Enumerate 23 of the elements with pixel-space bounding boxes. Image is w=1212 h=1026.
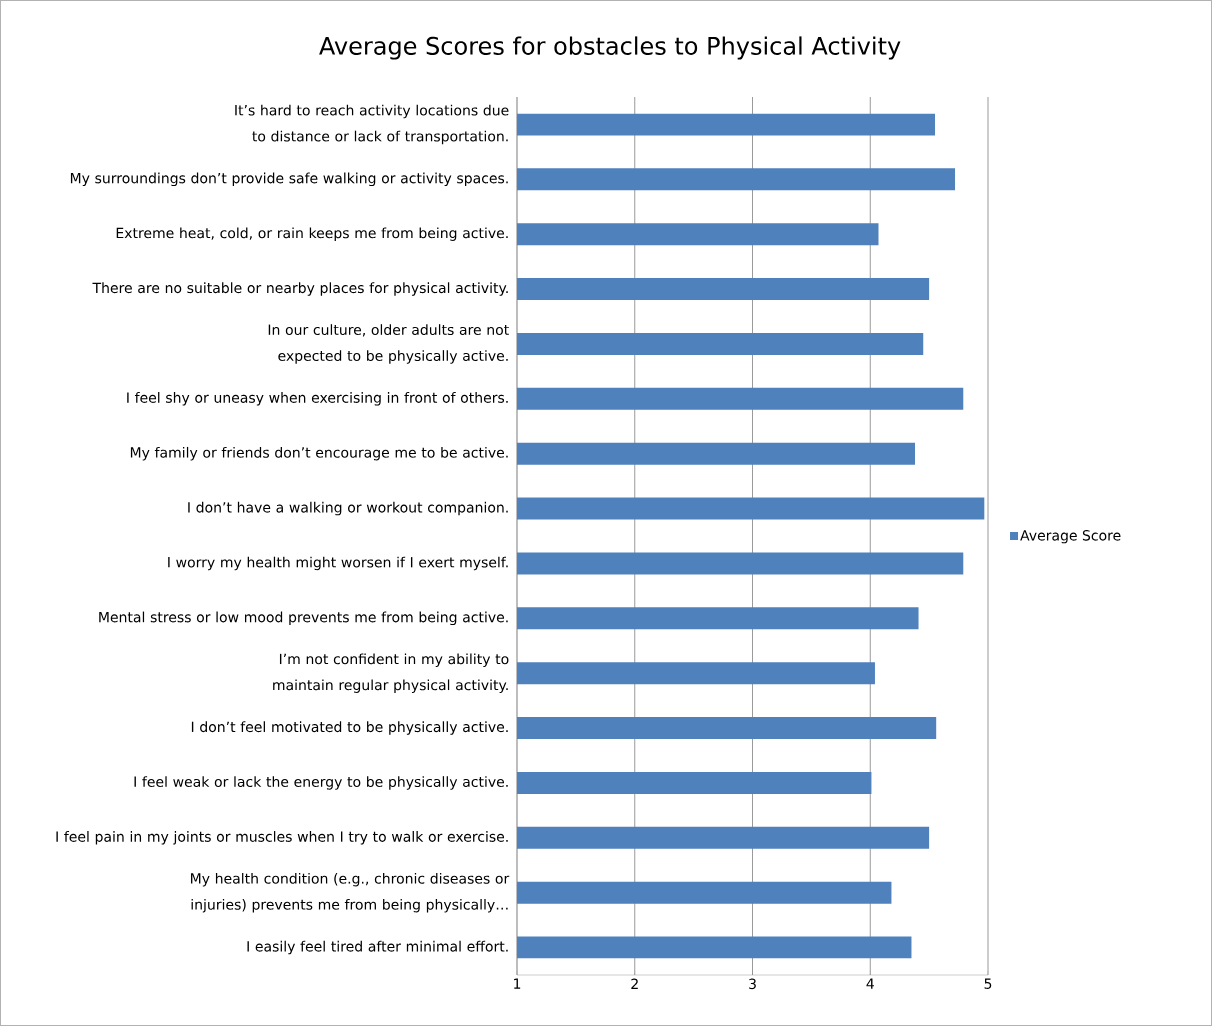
x-tick-label: 2 [631, 978, 638, 989]
y-tick-label: My health condition (e.g., chronic diseases or injuries) prevents me from being physically… [191, 872, 510, 913]
x-tick-label: 5 [984, 978, 992, 989]
y-tick-label: Mental stress or low mood prevents me from being active. [99, 611, 508, 626]
y-tick-label: I easily feel tired after minimal effort. [247, 940, 508, 955]
y-tick-label: I worry my health might worsen if I exert myself. [168, 556, 508, 571]
legend-label: Average Score [1020, 530, 1121, 544]
y-tick-label: Extreme heat, cold, or rain keeps me from being active. [116, 227, 508, 241]
y-tick-label: I’m not confident in my ability to maintain regular physical activity. [273, 653, 509, 693]
y-tick-label: I don’t feel motivated to be physically active. [191, 721, 508, 735]
y-tick-label: I don’t have a walking or workout companion. [188, 501, 508, 516]
y-tick-label: In our culture, older adults are not expected to be physically active. [268, 324, 509, 364]
y-tick-label: My surroundings don’t provide safe walking or activity spaces. [70, 172, 508, 187]
y-tick-label: There are no suitable or nearby places for physical activity. [92, 282, 508, 296]
x-tick-label: 4 [866, 978, 874, 989]
y-tick-label: I feel weak or lack the energy to be physically active. [134, 776, 508, 790]
y-tick-label: It’s hard to reach activity locations due to distance or lack of transportation. [235, 104, 509, 145]
y-tick-label: My family or friends don’t encourage me to be active. [130, 446, 508, 461]
y-tick-label: I feel shy or uneasy when exercising in front of others. [127, 392, 508, 406]
x-tick-label: 1 [514, 978, 521, 989]
chart-title: Average Scores for obstacles to Physical Activity [319, 36, 901, 60]
x-tick-label: 3 [749, 978, 756, 990]
y-tick-label: I feel pain in my joints or muscles when I try to walk or exercise. [56, 831, 508, 845]
